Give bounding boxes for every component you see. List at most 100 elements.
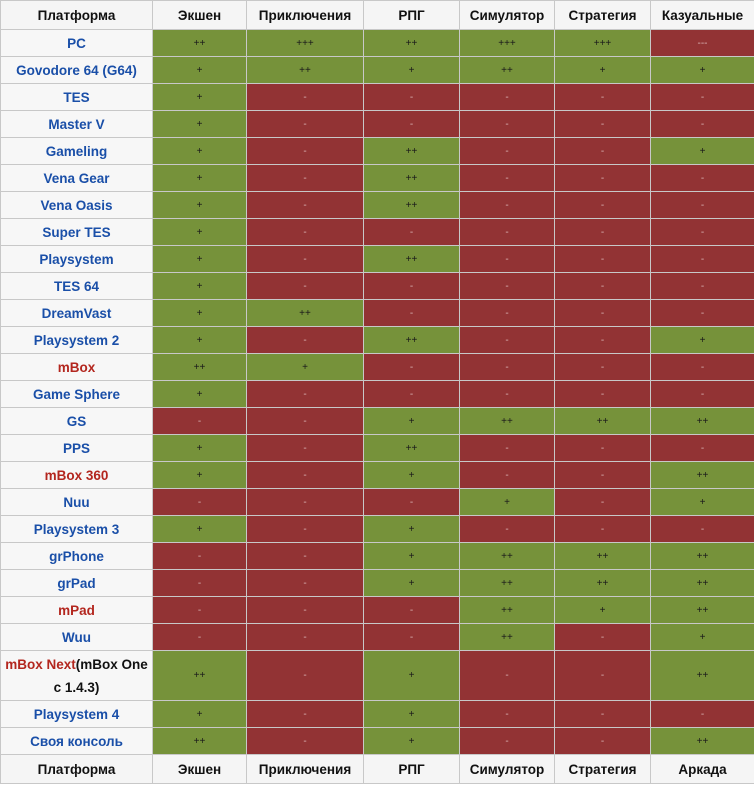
- platform-name[interactable]: Vena Gear: [43, 170, 110, 186]
- platform-name[interactable]: Vena Oasis: [40, 197, 113, 213]
- footer-genre: РПГ: [363, 754, 460, 784]
- table-row: Super TES + - - - - -: [0, 218, 754, 246]
- rating-cell: -: [363, 353, 460, 381]
- rating-cell: -: [246, 83, 364, 111]
- table-row: mBox Next(mBox One с 1.4.3) ++ - + - - ++: [0, 650, 754, 701]
- platform-name[interactable]: mPad: [58, 602, 95, 618]
- platform-name[interactable]: Playsystem 3: [33, 521, 120, 537]
- platform-name[interactable]: mBox: [57, 359, 96, 375]
- table-row: grPad - - + ++ ++ ++: [0, 569, 754, 597]
- footer-genre: Экшен: [152, 754, 247, 784]
- rating-cell: -: [246, 434, 364, 462]
- rating-cell: +: [363, 56, 460, 84]
- rating-cell: -: [554, 515, 651, 543]
- table-row: mBox 360 + - + - - ++: [0, 461, 754, 489]
- rating-cell: +: [363, 461, 460, 489]
- platform-name[interactable]: Playsystem 2: [33, 332, 120, 348]
- platform-name[interactable]: TES 64: [53, 278, 100, 294]
- rating-cell: -: [459, 353, 555, 381]
- rating-cell: -: [363, 110, 460, 138]
- rating-cell: -: [554, 727, 651, 755]
- rating-cell: -: [152, 488, 247, 516]
- rating-cell: +: [152, 56, 247, 84]
- header-genre: РПГ: [363, 0, 460, 30]
- platform-name[interactable]: TES: [63, 89, 90, 105]
- footer-genre: Аркада: [650, 754, 754, 784]
- table-row: DreamVast + ++ - - - -: [0, 299, 754, 327]
- table-row: Master V + - - - - -: [0, 110, 754, 138]
- platform-name[interactable]: Super TES: [42, 224, 111, 240]
- platform-cell: Vena Oasis: [0, 191, 153, 219]
- rating-cell: -: [363, 83, 460, 111]
- rating-cell: +: [650, 326, 754, 354]
- platform-name[interactable]: Playsystem: [39, 251, 114, 267]
- rating-cell: -: [554, 110, 651, 138]
- platform-name[interactable]: grPad: [57, 575, 96, 591]
- rating-cell: -: [152, 407, 247, 435]
- rating-cell: ++: [152, 29, 247, 57]
- platform-name[interactable]: GS: [66, 413, 87, 429]
- platform-name[interactable]: Playsystem 4: [33, 706, 120, 722]
- rating-cell: ++: [152, 353, 247, 381]
- rating-cell: +++: [459, 29, 555, 57]
- platform-cell: Vena Gear: [0, 164, 153, 192]
- rating-cell: +++: [554, 29, 651, 57]
- rating-cell: -: [459, 83, 555, 111]
- rating-cell: ++: [246, 56, 364, 84]
- platform-name[interactable]: Своя консоль: [30, 733, 123, 749]
- footer-platform: Платформа: [0, 754, 153, 784]
- rating-cell: -: [650, 218, 754, 246]
- rating-cell: -: [650, 245, 754, 273]
- rating-cell: +: [152, 272, 247, 300]
- rating-cell: -: [459, 727, 555, 755]
- platform-cell: Playsystem 3: [0, 515, 153, 543]
- rating-cell: -: [650, 434, 754, 462]
- platform-name[interactable]: Game Sphere: [32, 386, 121, 402]
- rating-cell: -: [246, 700, 364, 728]
- platform-cell: Gameling: [0, 137, 153, 165]
- rating-cell: +: [152, 380, 247, 408]
- platform-cell: Playsystem 2: [0, 326, 153, 354]
- rating-cell: ++: [363, 434, 460, 462]
- platform-name[interactable]: DreamVast: [41, 305, 112, 321]
- rating-cell: -: [554, 326, 651, 354]
- rating-cell: -: [363, 488, 460, 516]
- platform-name[interactable]: Gameling: [45, 143, 108, 159]
- platform-cell: PC: [0, 29, 153, 57]
- table-row: Wuu - - - ++ - +: [0, 623, 754, 651]
- platform-name[interactable]: grPhone: [49, 548, 104, 564]
- header-row: Платформа Экшен Приключения РПГ Симулятор Стр…: [0, 0, 754, 30]
- footer-row: Платформа Экшен Приключения РПГ Симулятор Стр…: [0, 754, 754, 784]
- platform-name[interactable]: PPS: [62, 440, 90, 456]
- rating-cell: -: [152, 596, 247, 624]
- table-footer: Платформа Экшен Приключения РПГ Симулятор Стр…: [0, 754, 754, 784]
- rating-cell: -: [152, 569, 247, 597]
- rating-cell: +: [459, 488, 555, 516]
- rating-cell: -: [459, 326, 555, 354]
- platform-name[interactable]: Master V: [48, 116, 105, 132]
- platform-name[interactable]: Wuu: [62, 629, 91, 645]
- platform-name[interactable]: Nuu: [63, 494, 90, 510]
- rating-cell: ++: [363, 191, 460, 219]
- platform-name[interactable]: PC: [67, 35, 86, 51]
- header-platform: Платформа: [0, 0, 153, 30]
- rating-cell: +: [152, 218, 247, 246]
- platform-cell: TES: [0, 83, 153, 111]
- footer-genre: Симулятор: [459, 754, 555, 784]
- rating-cell: ++: [554, 407, 651, 435]
- platform-name[interactable]: mBox 360: [44, 467, 109, 483]
- rating-cell: ++: [554, 569, 651, 597]
- rating-cell: -: [554, 245, 651, 273]
- table-row: Nuu - - - + - +: [0, 488, 754, 516]
- table-row: grPhone - - + ++ ++ ++: [0, 542, 754, 570]
- platform-name[interactable]: mBox Next: [5, 656, 76, 672]
- rating-cell: -: [554, 353, 651, 381]
- rating-cell: -: [459, 245, 555, 273]
- platform-cell: Game Sphere: [0, 380, 153, 408]
- platform-name[interactable]: Govodore 64 (G64): [16, 62, 137, 78]
- platform-cell: DreamVast: [0, 299, 153, 327]
- platform-cell: PPS: [0, 434, 153, 462]
- rating-cell: +: [363, 515, 460, 543]
- rating-cell: +: [152, 515, 247, 543]
